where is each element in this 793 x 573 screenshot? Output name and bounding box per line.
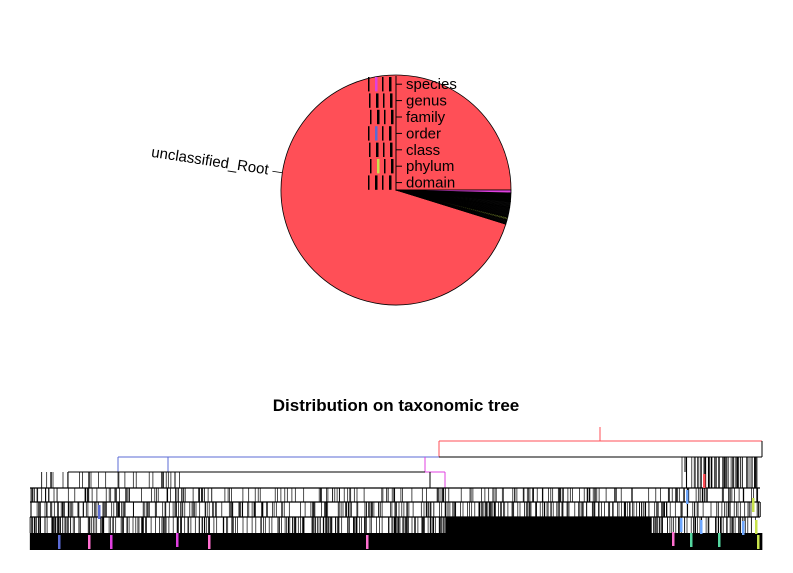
tree-leaf-band — [446, 517, 651, 533]
tree-leaf-accent — [752, 498, 755, 512]
tree-leaf-accent — [742, 521, 745, 535]
tree-leaf-accent — [680, 518, 683, 532]
legend-bar — [391, 159, 394, 174]
tree-leaf-accent — [718, 533, 721, 547]
tree-leaf-accent — [755, 520, 758, 534]
tree-leaf-accent — [757, 535, 760, 549]
legend-bar — [383, 142, 385, 157]
legend-bar — [375, 175, 378, 190]
legend-bar — [376, 93, 379, 108]
tree-leaf-accent — [700, 520, 703, 534]
legend-rank-label: species — [406, 76, 457, 93]
pie-chart: unclassified_Root — [150, 74, 512, 306]
tree-leaf-accent — [88, 535, 91, 549]
legend-bar — [389, 175, 392, 190]
legend-bar — [370, 109, 372, 125]
legend-rank-label: order — [406, 125, 441, 142]
tree-leaf-accent — [208, 535, 211, 549]
legend-bar — [384, 109, 386, 125]
tree-leaf-accent — [686, 490, 689, 504]
tree-leaf-band — [30, 533, 762, 550]
legend-bar — [389, 77, 392, 92]
legend-bar — [390, 142, 393, 157]
tree-leaf-accent — [672, 532, 675, 546]
legend-bar — [370, 159, 372, 174]
tree-leaf-accent — [366, 535, 369, 549]
legend-rank-label: genus — [406, 93, 447, 110]
legend-rank-label: domain — [406, 175, 455, 192]
tree-leaf-accent — [58, 535, 61, 549]
taxonomic-tree — [29, 427, 763, 550]
legend-rank-label: phylum — [406, 158, 454, 175]
legend-bar — [389, 126, 392, 141]
legend-bar — [382, 77, 384, 92]
tree-title: Distribution on taxonomic tree — [273, 396, 520, 415]
tree-leaf-accent — [703, 474, 706, 488]
legend-bar — [369, 142, 371, 157]
legend-bar — [376, 142, 379, 157]
legend-bar — [368, 175, 370, 190]
legend-bar — [368, 77, 370, 92]
legend-bar — [382, 126, 384, 141]
legend-bar — [375, 77, 378, 92]
legend-bar — [377, 159, 380, 174]
legend-bar — [368, 126, 370, 141]
tree-leaf-accent — [98, 505, 101, 519]
legend-bar — [377, 109, 380, 125]
legend-rank-label: family — [406, 109, 446, 126]
legend-bar — [390, 93, 393, 108]
legend-bar — [384, 159, 386, 174]
tree-leaf-accent — [690, 533, 693, 547]
tree-leaf-accent — [110, 535, 113, 549]
tree-leaf-accent — [176, 533, 179, 547]
pie-slice-label: unclassified_Root — [150, 144, 270, 179]
pie-fan-line — [395, 189, 511, 194]
legend-bar — [391, 109, 394, 125]
legend-bar — [382, 175, 384, 190]
legend-bar — [369, 93, 371, 108]
legend-rank-label: class — [406, 142, 440, 159]
legend-bar — [383, 93, 385, 108]
pie-label-tick — [272, 170, 283, 174]
legend-bar — [375, 126, 378, 141]
